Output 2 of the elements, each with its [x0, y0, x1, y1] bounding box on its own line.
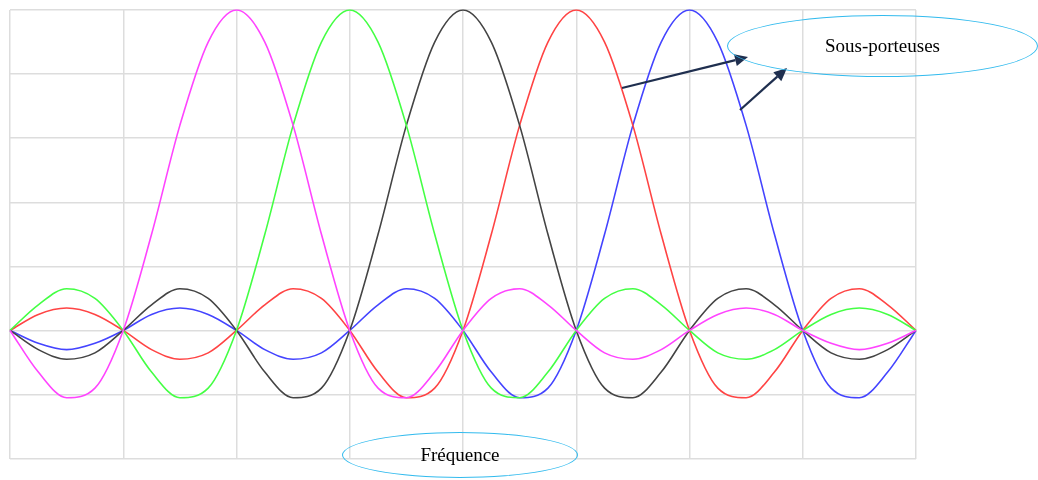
text: Fréquence: [420, 444, 500, 466]
annotation: Sous-porteuses: [824, 35, 941, 57]
